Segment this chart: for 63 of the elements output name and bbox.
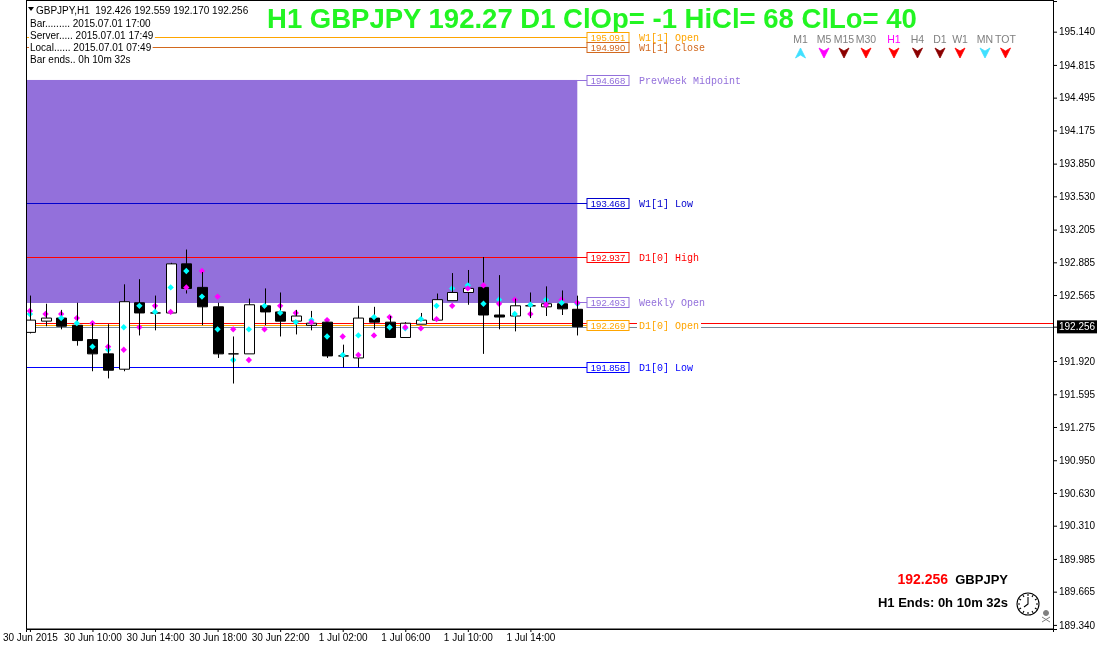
annotation: TOT	[995, 33, 1017, 45]
x-tick-label: 30 Jun 14:00	[126, 632, 185, 644]
annotation: H1 Ends: 0h 10m 32s	[877, 595, 1008, 610]
ref-line-label: Weekly Open	[639, 298, 706, 309]
y-tick-label: 193.530	[1059, 191, 1096, 203]
annotation: 191.858	[590, 362, 626, 373]
y-tick-label: 191.275	[1059, 421, 1096, 433]
annotation: H4	[910, 33, 925, 45]
x-tick-label: 1 Jul 06:00	[381, 632, 431, 644]
y-tick-label: 193.205	[1059, 224, 1096, 236]
ref-line-label: W1[1] Close	[639, 43, 706, 54]
annotation: 192.256	[897, 571, 949, 587]
annotation: Bar ends.. 0h 10m 32s	[30, 54, 131, 65]
annotation: M30	[855, 33, 877, 45]
y-tick-label: 194.815	[1059, 59, 1096, 71]
y-tick-label: 190.630	[1059, 487, 1096, 499]
annotation: 195.091	[590, 32, 626, 43]
annotation: H1	[887, 33, 901, 45]
y-tick-label: 189.340	[1059, 619, 1096, 631]
y-tick-label: 191.920	[1059, 355, 1096, 367]
y-tick-label: 194.495	[1059, 92, 1096, 104]
annotation: 194.668	[590, 75, 626, 86]
annotation: GBPJPY,H1 192.426 192.559 192.170 192.256	[36, 5, 249, 16]
annotation: M1	[793, 33, 808, 45]
x-tick-label: 1 Jul 02:00	[318, 632, 369, 644]
ref-line-label: W1[1] Open	[639, 33, 700, 44]
y-tick-label: 192.256	[1059, 321, 1096, 333]
annotation: GBPJPY	[955, 572, 1009, 587]
ref-line-label: D1[0] Open	[639, 321, 700, 332]
annotation: Server..... 2015.07.01 17:49	[30, 30, 154, 41]
annotation: M5	[816, 33, 832, 45]
x-tick-label: 30 Jun 18:00	[189, 632, 248, 644]
ref-line-label: W1[1] Low	[639, 199, 694, 210]
annotation: 194.990	[590, 42, 626, 53]
annotation: M15	[833, 33, 855, 45]
y-tick-label: 193.850	[1059, 158, 1096, 170]
annotation: MN	[976, 33, 994, 45]
x-tick-label: 30 Jun 2015	[2, 632, 59, 644]
annotation: Local...... 2015.07.01 07:49	[30, 42, 152, 53]
y-tick-label: 194.175	[1059, 125, 1096, 137]
annotation: 192.937	[590, 252, 626, 263]
x-tick-label: 30 Jun 10:00	[64, 632, 123, 644]
y-tick-label: 189.985	[1059, 553, 1096, 565]
y-tick-label: 195.140	[1059, 26, 1096, 38]
x-tick-label: 1 Jul 10:00	[443, 632, 494, 644]
y-tick-label: 190.310	[1059, 520, 1096, 532]
y-tick-label: 192.565	[1059, 289, 1096, 301]
ref-line-label: D1[0] Low	[639, 363, 694, 374]
x-tick-label: 30 Jun 22:00	[251, 632, 310, 644]
annotation: Bar......... 2015.07.01 17:00	[30, 18, 152, 29]
y-tick-label: 190.950	[1059, 454, 1096, 466]
ref-line-label: D1[0] High	[639, 253, 700, 264]
x-tick-label: 1 Jul 14:00	[506, 632, 556, 644]
annotation: D1	[933, 33, 947, 45]
annotation: 192.493	[590, 297, 626, 308]
annotation: W1	[952, 33, 969, 45]
annotation: 192.269	[590, 320, 626, 331]
ref-line-label: PrevWeek Midpoint	[639, 76, 742, 87]
y-tick-label: 192.885	[1059, 257, 1096, 269]
y-tick-label: 191.595	[1059, 388, 1096, 400]
annotation: 193.468	[590, 198, 626, 209]
chart-title: H1 GBPJPY 192.27 D1 ClOp= -1 HiCl= 68 ClLo= 40	[267, 3, 917, 34]
y-tick-label: 189.665	[1059, 586, 1096, 598]
